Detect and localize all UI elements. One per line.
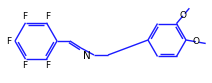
Text: O: O (192, 37, 199, 46)
Text: F: F (22, 61, 27, 70)
Text: N: N (82, 50, 90, 61)
Text: F: F (45, 61, 50, 70)
Text: F: F (22, 12, 27, 21)
Text: O: O (179, 11, 186, 20)
Text: F: F (45, 12, 50, 21)
Text: F: F (6, 37, 11, 45)
